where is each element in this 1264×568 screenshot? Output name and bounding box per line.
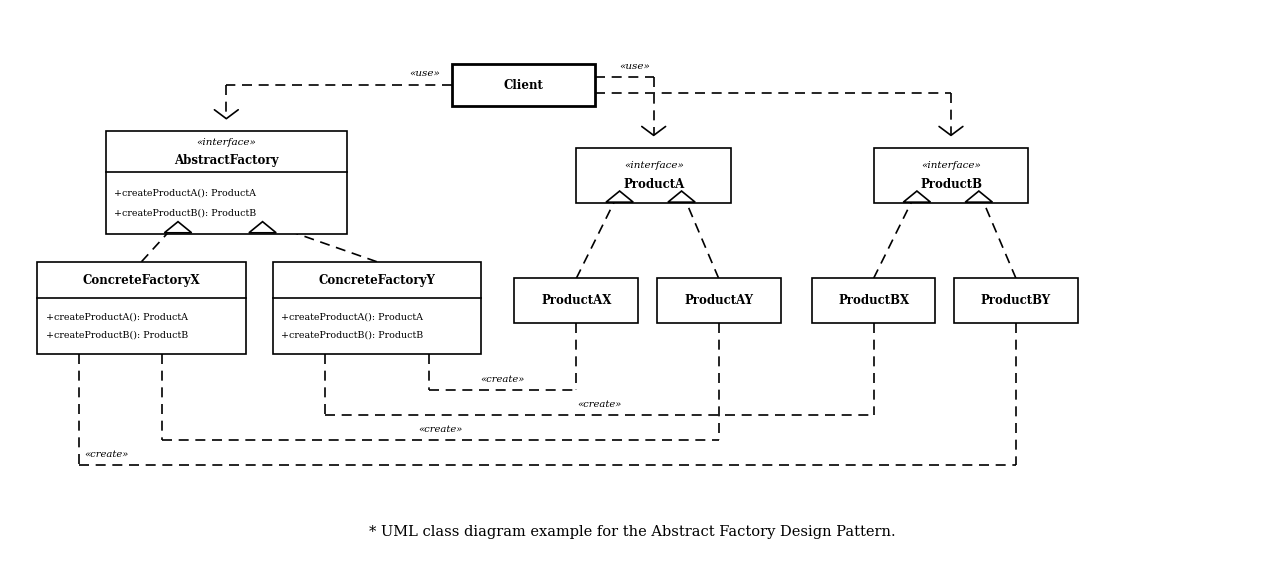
Text: ConcreteFactoryY: ConcreteFactoryY: [319, 274, 435, 287]
Text: ProductB: ProductB: [920, 178, 982, 191]
Polygon shape: [966, 191, 992, 202]
Text: «use»: «use»: [410, 69, 440, 78]
Text: Client: Client: [503, 78, 544, 91]
Text: +createProductA(): ProductA: +createProductA(): ProductA: [46, 312, 188, 321]
Text: ProductAX: ProductAX: [541, 294, 612, 307]
Text: «interface»: «interface»: [196, 138, 257, 147]
Text: «create»: «create»: [418, 425, 463, 435]
Bar: [38, 262, 245, 353]
Bar: [514, 278, 638, 323]
Text: ProductA: ProductA: [623, 178, 684, 191]
Polygon shape: [904, 191, 930, 202]
Text: ConcreteFactoryX: ConcreteFactoryX: [82, 274, 200, 287]
Bar: [657, 278, 781, 323]
Text: «interface»: «interface»: [623, 161, 684, 170]
Text: «create»: «create»: [576, 400, 622, 409]
Bar: [453, 64, 595, 106]
Text: +createProductB(): ProductB: +createProductB(): ProductB: [282, 331, 423, 340]
Text: ProductBY: ProductBY: [981, 294, 1052, 307]
Text: «create»: «create»: [85, 450, 129, 460]
Text: «create»: «create»: [480, 375, 525, 384]
Bar: [873, 148, 1029, 203]
Text: +createProductB(): ProductB: +createProductB(): ProductB: [114, 209, 257, 218]
Polygon shape: [667, 191, 695, 202]
Text: +createProductA(): ProductA: +createProductA(): ProductA: [114, 188, 257, 197]
Text: ProductAY: ProductAY: [684, 294, 753, 307]
Bar: [273, 262, 480, 353]
Polygon shape: [249, 222, 276, 233]
Text: ProductBX: ProductBX: [838, 294, 909, 307]
Text: +createProductA(): ProductA: +createProductA(): ProductA: [282, 312, 423, 321]
Text: «use»: «use»: [619, 62, 651, 71]
Bar: [576, 148, 731, 203]
Text: +createProductB(): ProductB: +createProductB(): ProductB: [46, 331, 188, 340]
Polygon shape: [605, 191, 633, 202]
Bar: [105, 131, 348, 234]
Polygon shape: [164, 222, 192, 233]
Text: * UML class diagram example for the Abstract Factory Design Pattern.: * UML class diagram example for the Abst…: [369, 525, 895, 538]
Text: AbstractFactory: AbstractFactory: [174, 154, 278, 167]
Bar: [811, 278, 935, 323]
Bar: [954, 278, 1078, 323]
Text: «interface»: «interface»: [921, 161, 981, 170]
